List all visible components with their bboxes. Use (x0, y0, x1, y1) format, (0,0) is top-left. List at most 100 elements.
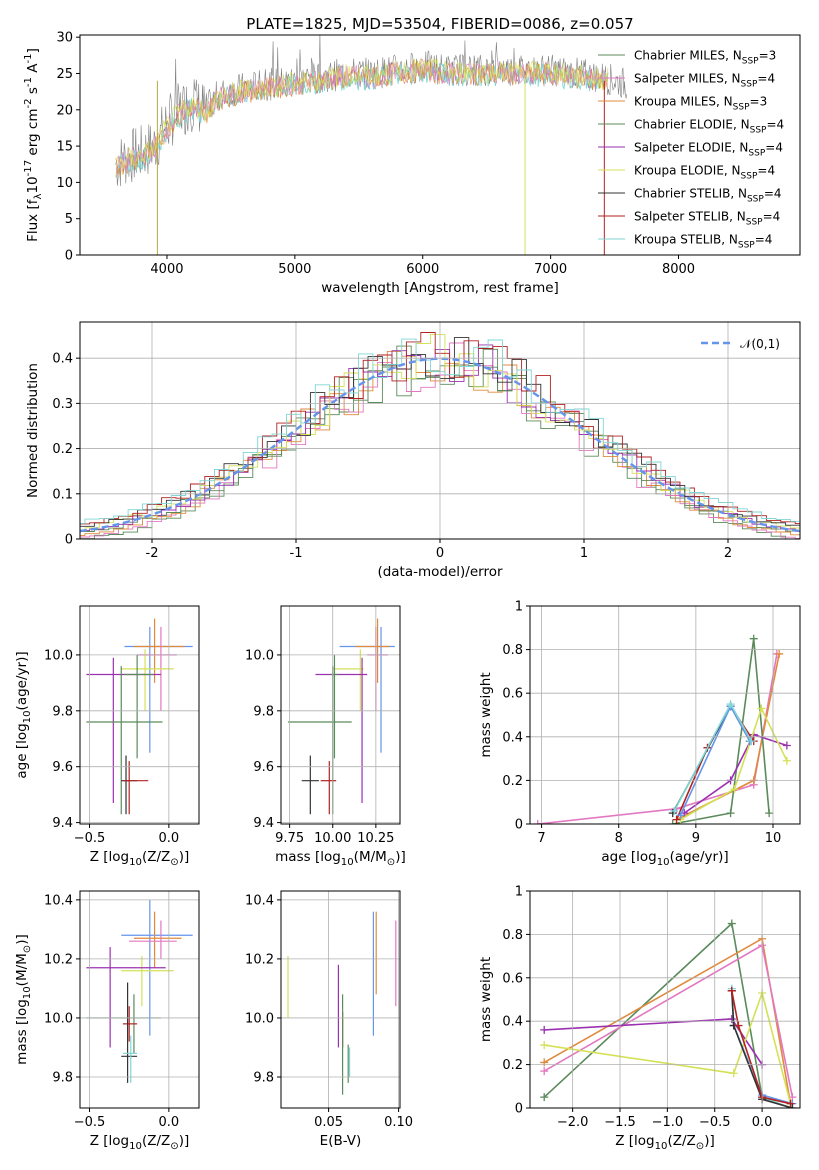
mass_vs_EBV-ytick-label: 10.0 (245, 1011, 274, 1026)
massweight_vs_age-xtick-label: 10 (765, 831, 782, 846)
weight-point (533, 820, 542, 824)
age_vs_Z-ylabel: age [log10(age/yr)] (14, 651, 33, 778)
massweight_vs_Z-xtick-label: −0.5 (699, 1115, 731, 1130)
massweight_vs_age-ytick-label: 0.4 (502, 730, 523, 745)
massweight_vs_age-ytick-label: 1 (515, 600, 523, 615)
age_vs_mass-ytick-label: 10.0 (245, 648, 274, 663)
mass_vs_EBV-frame (280, 890, 401, 1109)
massweight_vs_Z-frame (529, 890, 801, 1109)
spectrum-xtick-label: 4000 (150, 262, 183, 277)
age_vs_Z-ytick-label: 10.0 (44, 648, 73, 663)
age_vs_Z-ytick-label: 9.6 (52, 760, 73, 775)
weight-point (765, 809, 774, 818)
legend-label: Kroupa ELODIE, NSSP=4 (634, 164, 775, 182)
age_vs_mass-plot-area (287, 618, 395, 815)
residuals-frame (79, 321, 801, 540)
legend-label: Salpeter STELIB, NSSP=4 (634, 210, 780, 228)
age_vs_Z-ytick-label: 9.8 (52, 704, 73, 719)
age_vs_Z-frame (79, 605, 200, 825)
weight-point (540, 1041, 549, 1050)
massweight_vs_Z-ytick-label: 0 (515, 1102, 523, 1117)
weight-point (734, 1021, 743, 1030)
weight-point (782, 756, 791, 765)
residuals-panel: -2 -1 0 1 2 0 0.1 0.2 0.3 0.4 (data-model)/error No… (25, 321, 801, 580)
weight-point (540, 1067, 549, 1076)
weight-line (683, 733, 788, 814)
histogram-series (80, 350, 800, 537)
legend-label: Kroupa MILES, NSSP=3 (634, 95, 767, 113)
massweight_vs_age-ylabel: mass weight (478, 672, 494, 757)
weight-point (775, 649, 784, 658)
weight-point (727, 919, 736, 928)
age_vs_Z-ytick-label: 9.4 (52, 816, 73, 831)
weight-point (786, 1099, 795, 1108)
massweight_vs_Z-ylabel: mass weight (478, 957, 494, 1042)
weight-line (731, 990, 791, 1105)
age_vs_mass-xtick-label: 10.25 (357, 831, 394, 846)
massweight_vs_age-xtick-label: 9 (692, 831, 700, 846)
spectrum-ytick-label: 20 (56, 103, 73, 118)
residuals-ylabel: Normed distribution (25, 363, 41, 498)
weight-point (540, 1093, 549, 1102)
mass_vs_Z-ytick-label: 9.8 (52, 1071, 73, 1086)
mass_vs_Z-ytick-label: 10.4 (44, 893, 73, 908)
weight-point (540, 1058, 549, 1067)
spectrum-xtick-label: 6000 (406, 262, 439, 277)
massweight_vs_Z-plot-area (540, 919, 797, 1108)
age_vs_Z-xtick-label: −0.5 (74, 831, 106, 846)
spectrum-title: PLATE=1825, MJD=53504, FIBERID=0086, z=0… (246, 15, 633, 33)
age_vs_mass-ytick-label: 9.6 (253, 760, 274, 775)
mass_vs_Z-xtick-label: 0.0 (159, 1115, 180, 1130)
weight-point (727, 986, 736, 995)
massweight_vs_Z-ytick-label: 0.2 (502, 1058, 523, 1073)
histogram-series (80, 338, 800, 524)
spectrum-xtick-label: 7000 (534, 262, 567, 277)
spectrum-panel: 4000 5000 6000 7000 8000 0 5 10 15 20 25 30 waveleng… (23, 15, 801, 296)
weight-point (729, 1069, 738, 1078)
massweight_vs_age-ytick-label: 0.8 (502, 643, 523, 658)
weight-point (747, 737, 756, 746)
figure-layer: 4000 5000 6000 7000 8000051015202530waveleng… (14, 15, 801, 1152)
mass_vs_Z-ytick-label: 10.0 (44, 1011, 73, 1026)
residuals-xtick-label: 0 (436, 546, 444, 561)
massweight_vs_Z-panel: −2.0 −1.5 −1.0 −0.5 0.0 0 0.2 0.4 0.6 0.8 1 Z [log1… (478, 885, 801, 1152)
mass_vs_Z-frame (79, 890, 200, 1109)
age_vs_mass-xtick-label: 9.75 (275, 831, 304, 846)
massweight_vs_age-ytick-label: 0 (515, 818, 523, 833)
weight-point (670, 806, 679, 815)
residuals-xtick-label: 1 (580, 546, 588, 561)
weight-line (544, 1018, 763, 1066)
weight-point (540, 1025, 549, 1034)
weight-point (788, 1104, 797, 1108)
massweight_vs_Z-xlabel: Z [log10(Z/Z⊙)] (615, 1133, 715, 1152)
legend-label: Chabrier ELODIE, NSSP=4 (634, 118, 784, 136)
massweight_vs_age-panel: 7 8 9 10 0 0.2 0.4 0.6 0.8 1 age [log10(age/yr)] ma… (478, 600, 801, 868)
age_vs_mass-xlabel: mass [log10(M/M⊙)] (275, 849, 406, 868)
massweight_vs_Z-xtick-label: −1.5 (604, 1115, 636, 1130)
spectrum-model-line (115, 59, 609, 177)
mass_vs_Z-plot-area (86, 899, 193, 1083)
mass_vs_Z-panel: −0.5 0.0 9.8 10.0 10.2 10.4 Z [log10(Z/Z⊙)] mas… (14, 890, 200, 1152)
massweight_vs_age-ytick-label: 0.2 (502, 774, 523, 789)
massweight_vs_Z-ytick-label: 0.4 (502, 1015, 523, 1030)
mass_vs_Z-xlabel: Z [log10(Z/Z⊙)] (90, 1133, 190, 1152)
massweight_vs_Z-xtick-label: −2.0 (557, 1115, 589, 1130)
massweight_vs_age-xtick-label: 8 (615, 831, 623, 846)
spectrum-plot-area (115, 35, 628, 255)
mass_vs_EBV-ytick-label: 10.2 (245, 952, 274, 967)
legend-label: Kroupa STELIB, NSSP=4 (634, 233, 772, 251)
weight-line (544, 990, 792, 1104)
massweight_vs_Z-xtick-label: −1.0 (652, 1115, 684, 1130)
age_vs_mass-panel: 9.75 10.00 10.25 9.4 9.6 9.8 10.0 mass [log10(M… (245, 605, 406, 868)
age_vs_Z-xlabel: Z [log10(Z/Z⊙)] (90, 849, 190, 868)
massweight_vs_Z-ytick-label: 0.6 (502, 971, 523, 986)
age_vs_Z-panel: −0.5 0.0 9.4 9.6 9.8 10.0 Z [log10(Z/Z⊙)] age [… (14, 605, 200, 868)
spectrum-ylabel: Flux [fλ10-17 erg cm-2 s-1 A-1] (23, 48, 44, 242)
mass_vs_Z-ylabel: mass [log10(M/M⊙)] (14, 934, 33, 1065)
age_vs_mass-xtick-label: 10.00 (314, 831, 351, 846)
weight-point (676, 811, 685, 820)
weight-line (679, 704, 751, 816)
massweight_vs_Z-ytick-label: 0.8 (502, 928, 523, 943)
spectrum-ytick-label: 10 (56, 176, 73, 191)
